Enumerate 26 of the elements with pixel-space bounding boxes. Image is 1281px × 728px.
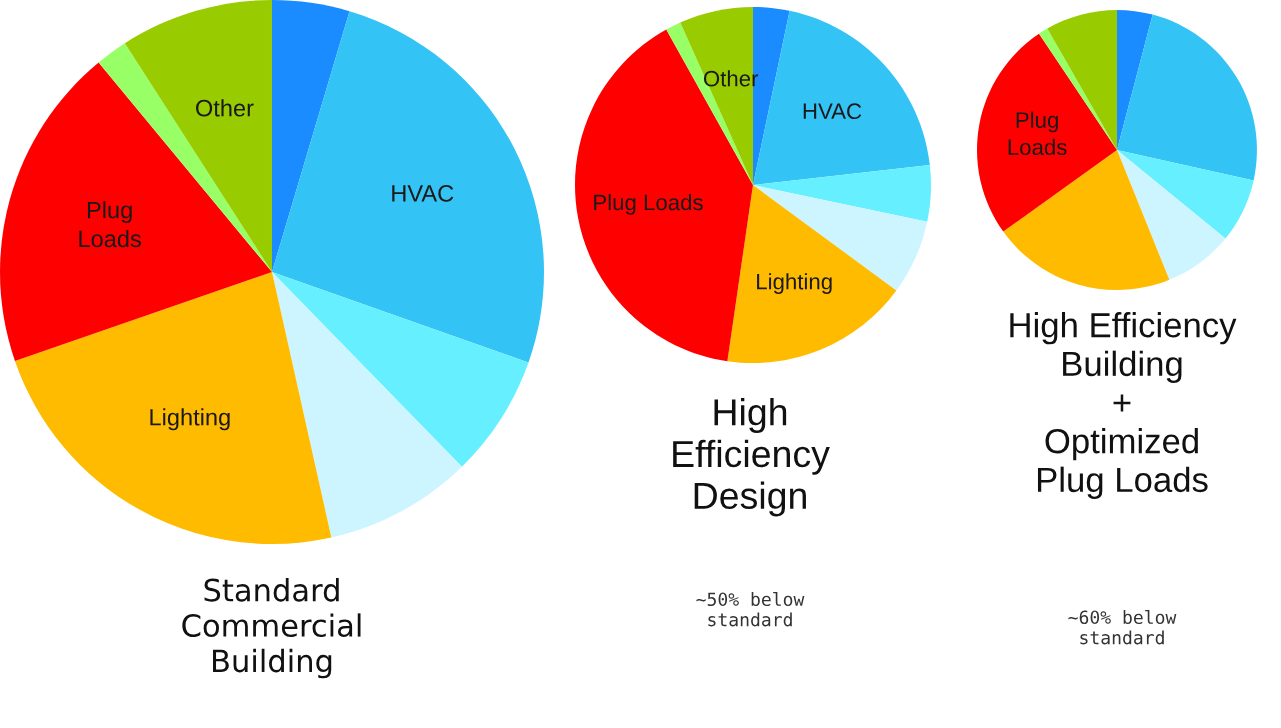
slice-label: HVAC [392, 185, 454, 202]
text: High Efficiency Design [673, 398, 830, 517]
text: High Efficiency Building + Optimized Plug Loads [1010, 312, 1237, 499]
slice-label: Plug Loads [1008, 111, 1067, 156]
text: ~60% below standard [1068, 610, 1177, 645]
pie-slice [1117, 14, 1257, 181]
text: ~50% below standard [696, 592, 805, 627]
text: Standard Commercial Building [182, 578, 361, 679]
pie-slice [977, 33, 1117, 232]
pie-slice [1117, 10, 1153, 150]
pie-slice [14, 272, 332, 544]
slice-label: Lighting [757, 273, 832, 294]
slice-label: Plug Loads [594, 194, 703, 215]
pie-slice [1117, 150, 1226, 280]
pie-slice [753, 164, 931, 222]
slice-label: Other [196, 99, 254, 117]
slice-label: HVAC [803, 103, 862, 120]
pie-slice [0, 62, 272, 361]
pie-slice [1117, 150, 1254, 239]
pie-slice [272, 0, 350, 272]
pie-slice [272, 11, 544, 363]
pie-slice [272, 272, 462, 538]
pie-slice [272, 272, 529, 467]
pie-slice [727, 185, 897, 363]
slice-label: Lighting [150, 408, 230, 431]
slice-label: Plug Loads [79, 201, 141, 248]
